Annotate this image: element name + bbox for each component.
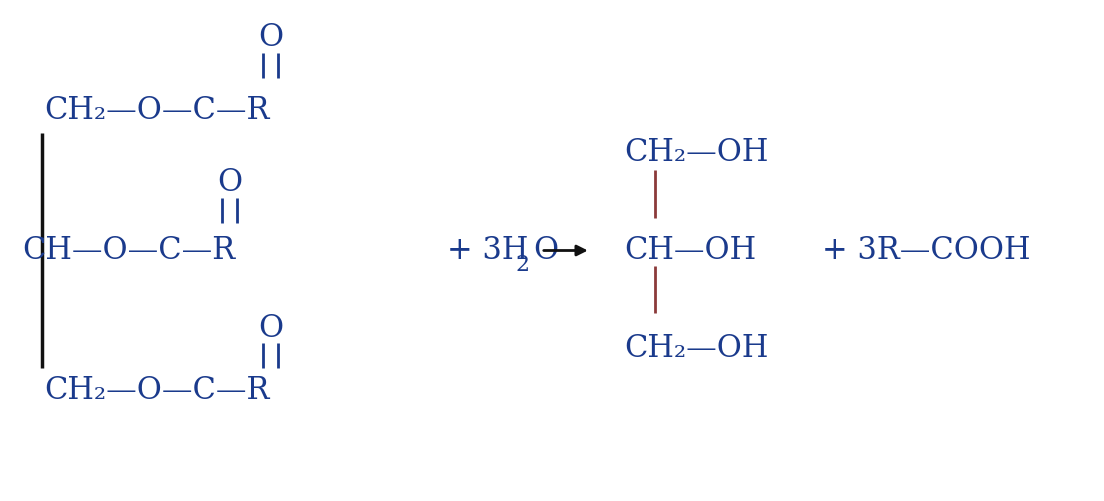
Text: CH—OH: CH—OH [624, 235, 756, 266]
Text: + 3H: + 3H [447, 235, 529, 266]
Text: 2: 2 [516, 254, 530, 276]
Text: O: O [533, 235, 559, 266]
Text: CH—O—C—R: CH—O—C—R [22, 235, 235, 266]
Text: CH₂—O—C—R: CH₂—O—C—R [44, 375, 269, 406]
Text: CH₂—O—C—R: CH₂—O—C—R [44, 95, 269, 126]
Text: + 3R—COOH: + 3R—COOH [822, 235, 1031, 266]
Text: O: O [258, 313, 283, 344]
Text: O: O [258, 22, 283, 53]
Text: CH₂—OH: CH₂—OH [624, 137, 768, 168]
Text: CH₂—OH: CH₂—OH [624, 333, 768, 364]
Text: O: O [217, 167, 242, 198]
